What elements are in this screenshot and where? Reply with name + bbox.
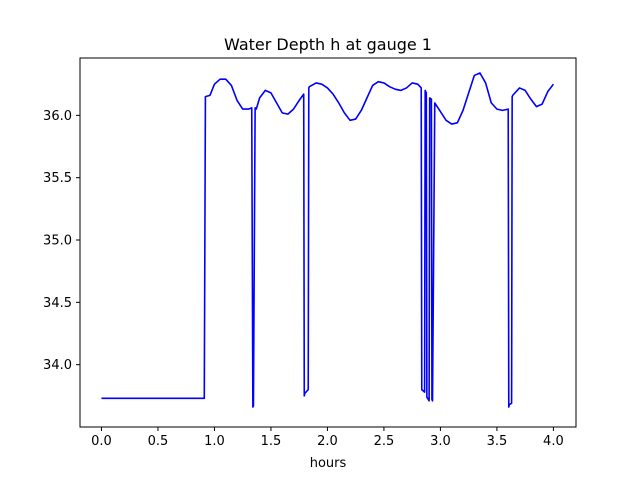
x-tick-label: 2.5: [374, 434, 395, 449]
y-tick-label: 36.0: [43, 109, 72, 124]
x-tick-label: 1.5: [261, 434, 282, 449]
x-tick-label: 3.0: [430, 434, 451, 449]
y-axis-ticks: 34.0 34.5 35.0 35.5 36.0: [43, 109, 80, 373]
chart-title: Water Depth h at gauge 1: [224, 35, 432, 54]
x-tick-label: 1.0: [204, 434, 225, 449]
axes-frame: [79, 57, 577, 428]
x-axis-label: hours: [310, 456, 347, 471]
x-axis-ticks: 0.0 0.5 1.0 1.5 2.0 2.5 3.0 3.5 4.0: [91, 427, 564, 449]
y-tick-label: 34.0: [43, 358, 72, 373]
x-tick-label: 2.0: [317, 434, 338, 449]
x-tick-label: 0.0: [91, 434, 112, 449]
y-tick-label: 34.5: [43, 296, 72, 311]
x-tick-label: 0.5: [148, 434, 169, 449]
y-tick-label: 35.0: [43, 234, 72, 249]
y-tick-label: 35.5: [43, 171, 72, 186]
series-line-0: [101, 72, 555, 408]
x-tick-label: 4.0: [543, 434, 564, 449]
x-tick-label: 3.5: [487, 434, 508, 449]
plot-area: [101, 72, 555, 408]
